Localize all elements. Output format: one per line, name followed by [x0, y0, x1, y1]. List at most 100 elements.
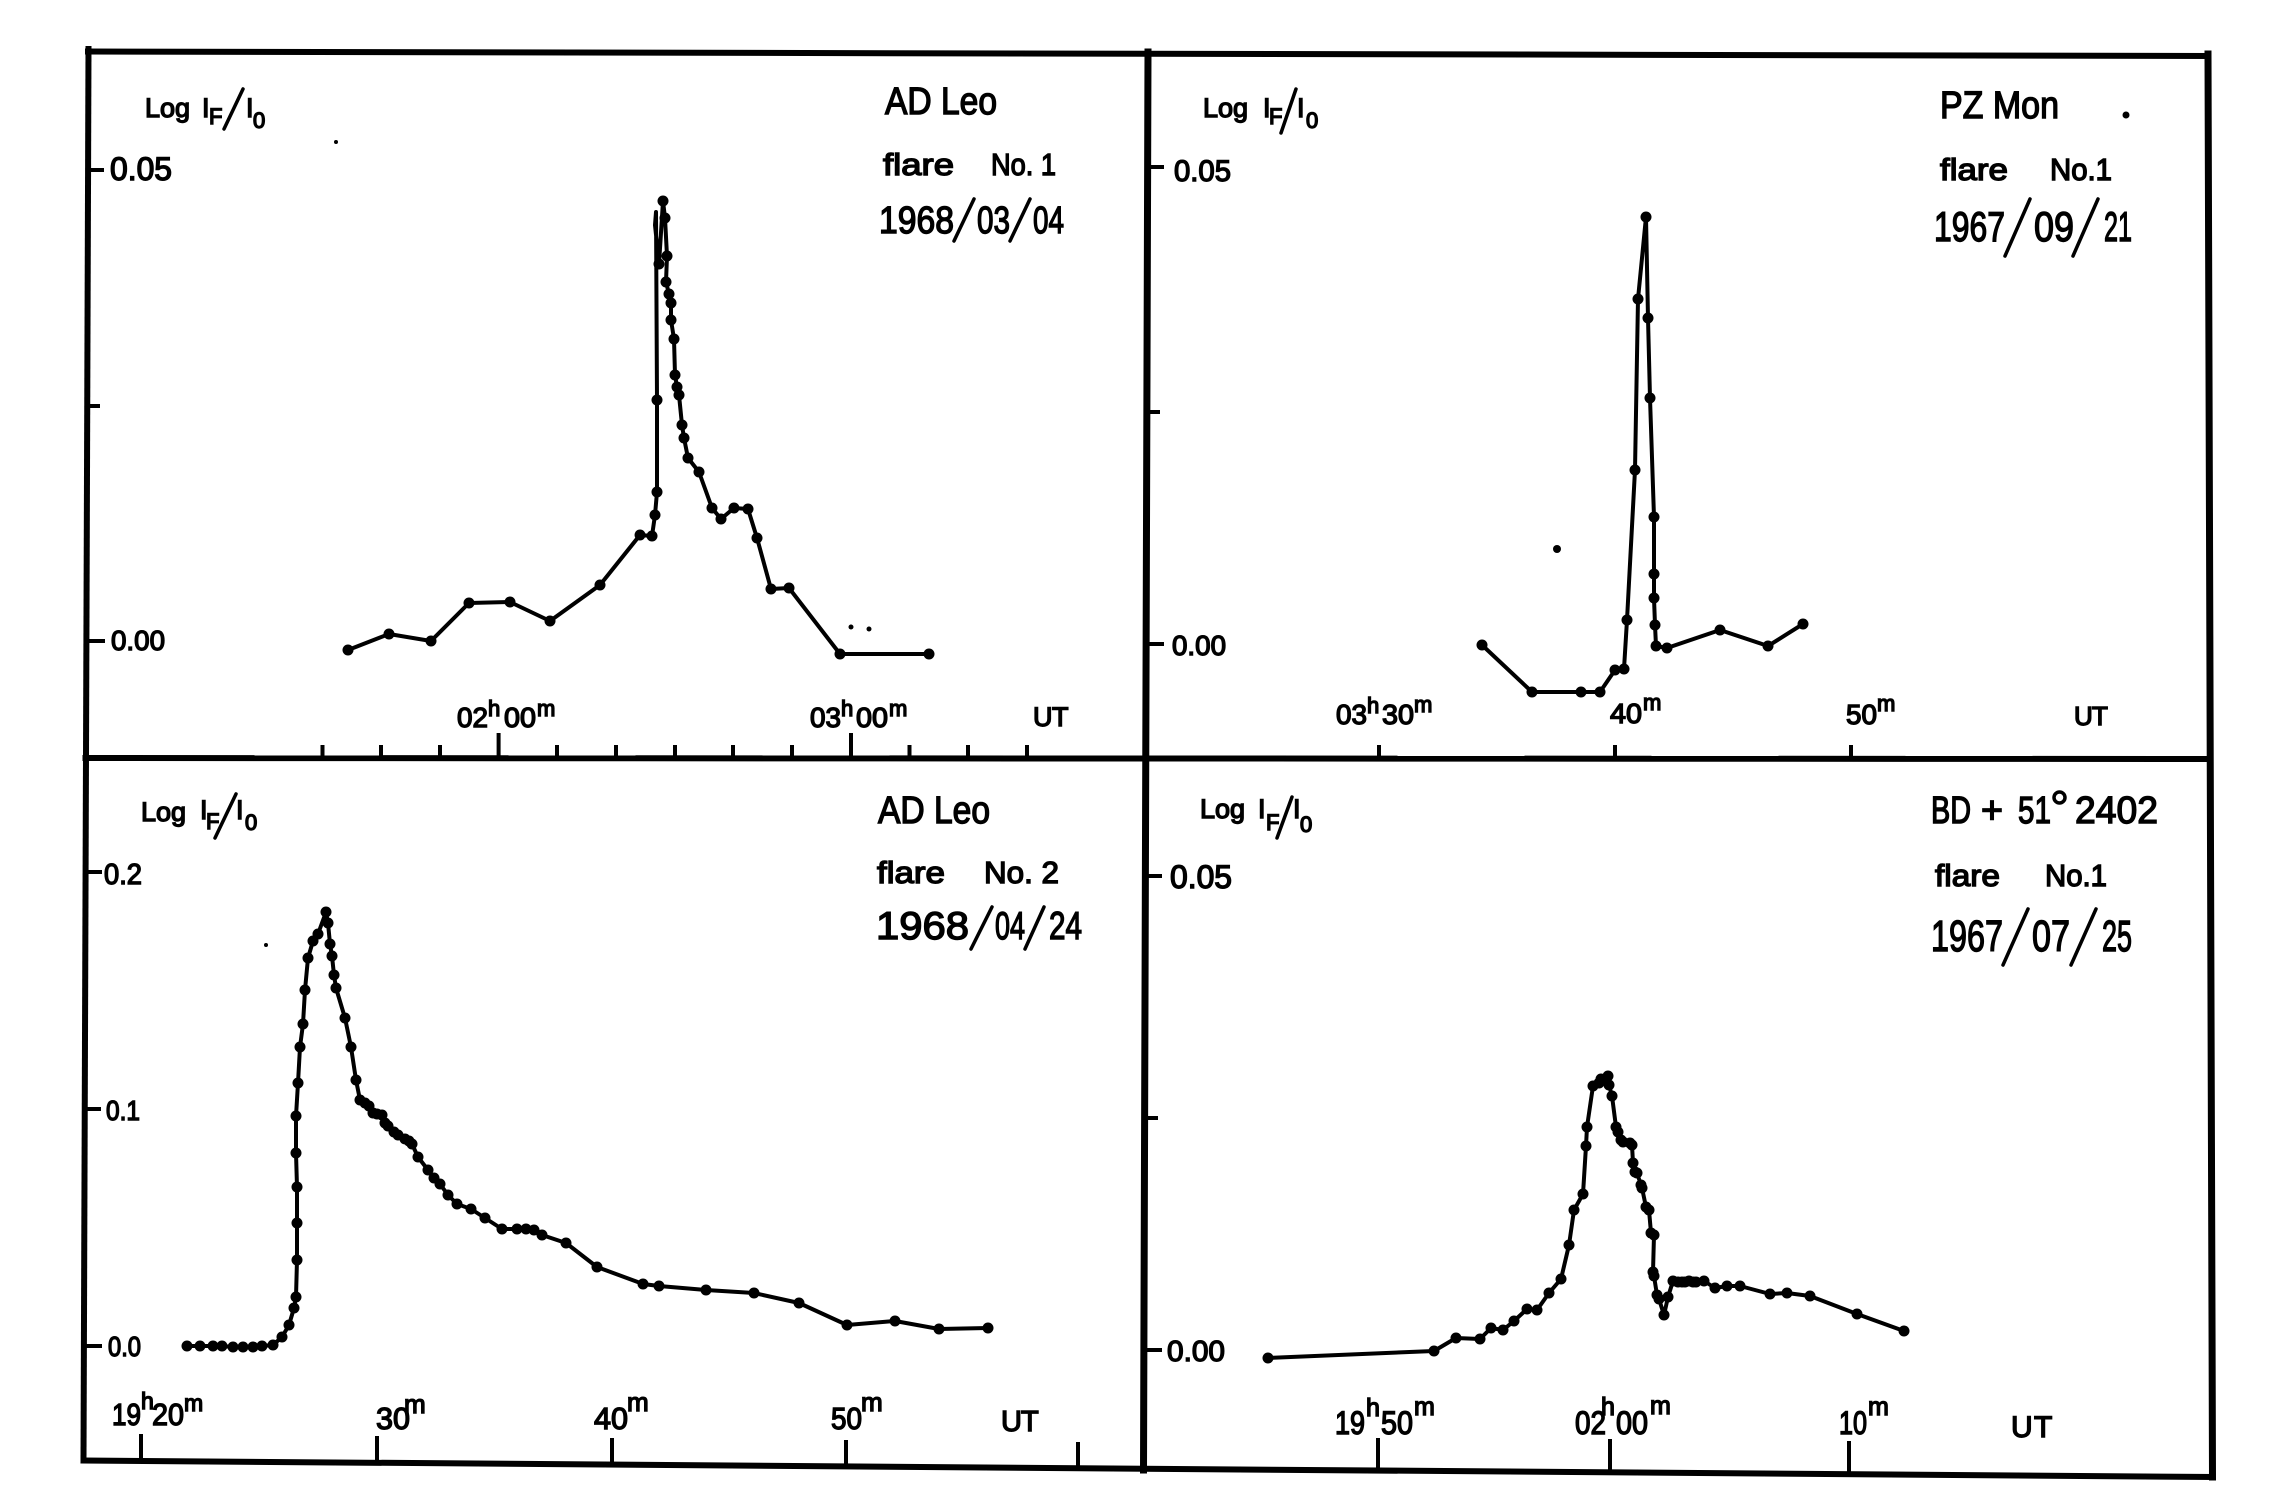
- svg-text:1968: 1968: [876, 905, 969, 948]
- svg-text:0.2: 0.2: [104, 859, 142, 891]
- svg-text:F: F: [206, 809, 219, 834]
- svg-text:m: m: [1414, 692, 1432, 717]
- svg-text:00: 00: [1616, 1405, 1648, 1441]
- svg-text:U: U: [2074, 701, 2093, 731]
- svg-text:09: 09: [2034, 203, 2074, 250]
- svg-text:Log: Log: [141, 797, 186, 827]
- svg-text:30: 30: [1382, 699, 1414, 730]
- svg-text:I: I: [1297, 93, 1305, 123]
- svg-text:03: 03: [810, 702, 841, 733]
- svg-text:No.1: No.1: [2050, 152, 2112, 187]
- svg-text:07: 07: [2032, 912, 2070, 961]
- svg-text:flare: flare: [883, 147, 954, 182]
- svg-text:02: 02: [457, 702, 488, 733]
- svg-text:m: m: [1868, 1393, 1889, 1421]
- svg-text:F: F: [209, 104, 222, 129]
- svg-text:50: 50: [831, 1401, 862, 1436]
- svg-text:T: T: [2034, 1411, 2052, 1444]
- svg-text:I: I: [202, 93, 210, 123]
- svg-text:PZ Mon: PZ Mon: [1940, 85, 2059, 127]
- svg-text:19: 19: [112, 1397, 141, 1432]
- svg-text:03: 03: [977, 200, 1010, 242]
- svg-text:F: F: [1266, 810, 1279, 835]
- svg-text:19: 19: [1335, 1405, 1365, 1441]
- svg-text:04: 04: [995, 905, 1025, 948]
- svg-text:1967: 1967: [1931, 912, 2003, 961]
- svg-text:No. 2: No. 2: [984, 855, 1059, 890]
- svg-text:m: m: [889, 696, 907, 721]
- svg-text:U: U: [1033, 702, 1053, 732]
- svg-text:0.0: 0.0: [108, 1331, 141, 1362]
- svg-text:m: m: [1414, 1393, 1435, 1421]
- svg-text:50: 50: [1381, 1405, 1413, 1441]
- svg-text:BD: BD: [1931, 790, 1971, 832]
- svg-text:0.00: 0.00: [1172, 630, 1226, 661]
- svg-text:m: m: [627, 1387, 649, 1417]
- svg-text:h: h: [141, 1388, 154, 1414]
- svg-text:U: U: [2011, 1411, 2033, 1444]
- svg-text:I: I: [1258, 794, 1266, 824]
- svg-text:h: h: [1601, 1393, 1615, 1421]
- svg-text:2402: 2402: [2075, 790, 2158, 832]
- svg-text:I: I: [1263, 93, 1271, 123]
- svg-text:0.00: 0.00: [1167, 1336, 1225, 1368]
- svg-text:flare: flare: [1940, 152, 2008, 187]
- svg-text:I: I: [236, 795, 244, 825]
- svg-text:0.05: 0.05: [110, 151, 172, 187]
- svg-text:03: 03: [1336, 699, 1367, 730]
- svg-text:25: 25: [2102, 912, 2132, 961]
- svg-text:AD Leo: AD Leo: [885, 81, 997, 123]
- svg-text:m: m: [537, 696, 555, 721]
- svg-text:Log: Log: [1203, 93, 1248, 123]
- svg-text:h: h: [1366, 1394, 1380, 1422]
- svg-text:F: F: [1269, 104, 1282, 129]
- svg-text:Log: Log: [145, 93, 190, 123]
- svg-text:30: 30: [376, 1401, 410, 1436]
- svg-text:1967: 1967: [1934, 203, 2005, 250]
- svg-text:0: 0: [253, 108, 265, 133]
- svg-text:AD Leo: AD Leo: [878, 790, 990, 832]
- svg-text:m: m: [404, 1389, 426, 1419]
- svg-text:0.00: 0.00: [111, 625, 165, 656]
- svg-text:00: 00: [504, 702, 536, 733]
- svg-text:21: 21: [2104, 203, 2132, 250]
- svg-text:flare: flare: [1935, 858, 2000, 893]
- svg-text:0.05: 0.05: [1174, 155, 1231, 188]
- svg-text:T: T: [1021, 1406, 1039, 1438]
- svg-text:h: h: [488, 696, 500, 721]
- svg-text:0.05: 0.05: [1170, 859, 1232, 895]
- svg-text:51: 51: [2018, 790, 2051, 832]
- svg-text:T: T: [1052, 702, 1069, 732]
- svg-text:0.1: 0.1: [106, 1095, 140, 1126]
- svg-text:No.1: No.1: [2045, 858, 2107, 893]
- svg-text:04: 04: [1033, 200, 1064, 242]
- svg-text:0: 0: [1306, 108, 1318, 133]
- svg-text:00: 00: [856, 702, 888, 733]
- svg-text:24: 24: [1049, 905, 1082, 948]
- svg-text:m: m: [1650, 1392, 1671, 1420]
- svg-text:I: I: [246, 93, 254, 123]
- svg-text:20: 20: [152, 1397, 184, 1432]
- svg-text:h: h: [841, 696, 853, 721]
- svg-text:Log: Log: [1200, 794, 1245, 824]
- svg-text:0: 0: [245, 810, 257, 835]
- svg-text:10: 10: [1839, 1405, 1867, 1441]
- svg-text:50: 50: [1846, 699, 1877, 730]
- svg-text:m: m: [861, 1387, 883, 1417]
- svg-text:m: m: [1877, 691, 1895, 716]
- svg-text:+: +: [1981, 790, 2003, 832]
- svg-text:h: h: [1367, 693, 1379, 718]
- svg-text:No. 1: No. 1: [991, 147, 1056, 182]
- svg-text:flare: flare: [877, 855, 945, 890]
- svg-text:m: m: [184, 1390, 203, 1416]
- svg-text:m: m: [1643, 690, 1661, 715]
- svg-text:40: 40: [1610, 698, 1642, 729]
- svg-text:0: 0: [1300, 812, 1312, 837]
- svg-text:02: 02: [1575, 1405, 1606, 1441]
- svg-text:1968: 1968: [879, 200, 954, 242]
- svg-text:T: T: [2092, 701, 2108, 731]
- svg-text:I: I: [1293, 794, 1301, 824]
- svg-text:U: U: [1001, 1406, 1022, 1438]
- svg-text:40: 40: [594, 1401, 628, 1436]
- svg-text:I: I: [200, 795, 208, 825]
